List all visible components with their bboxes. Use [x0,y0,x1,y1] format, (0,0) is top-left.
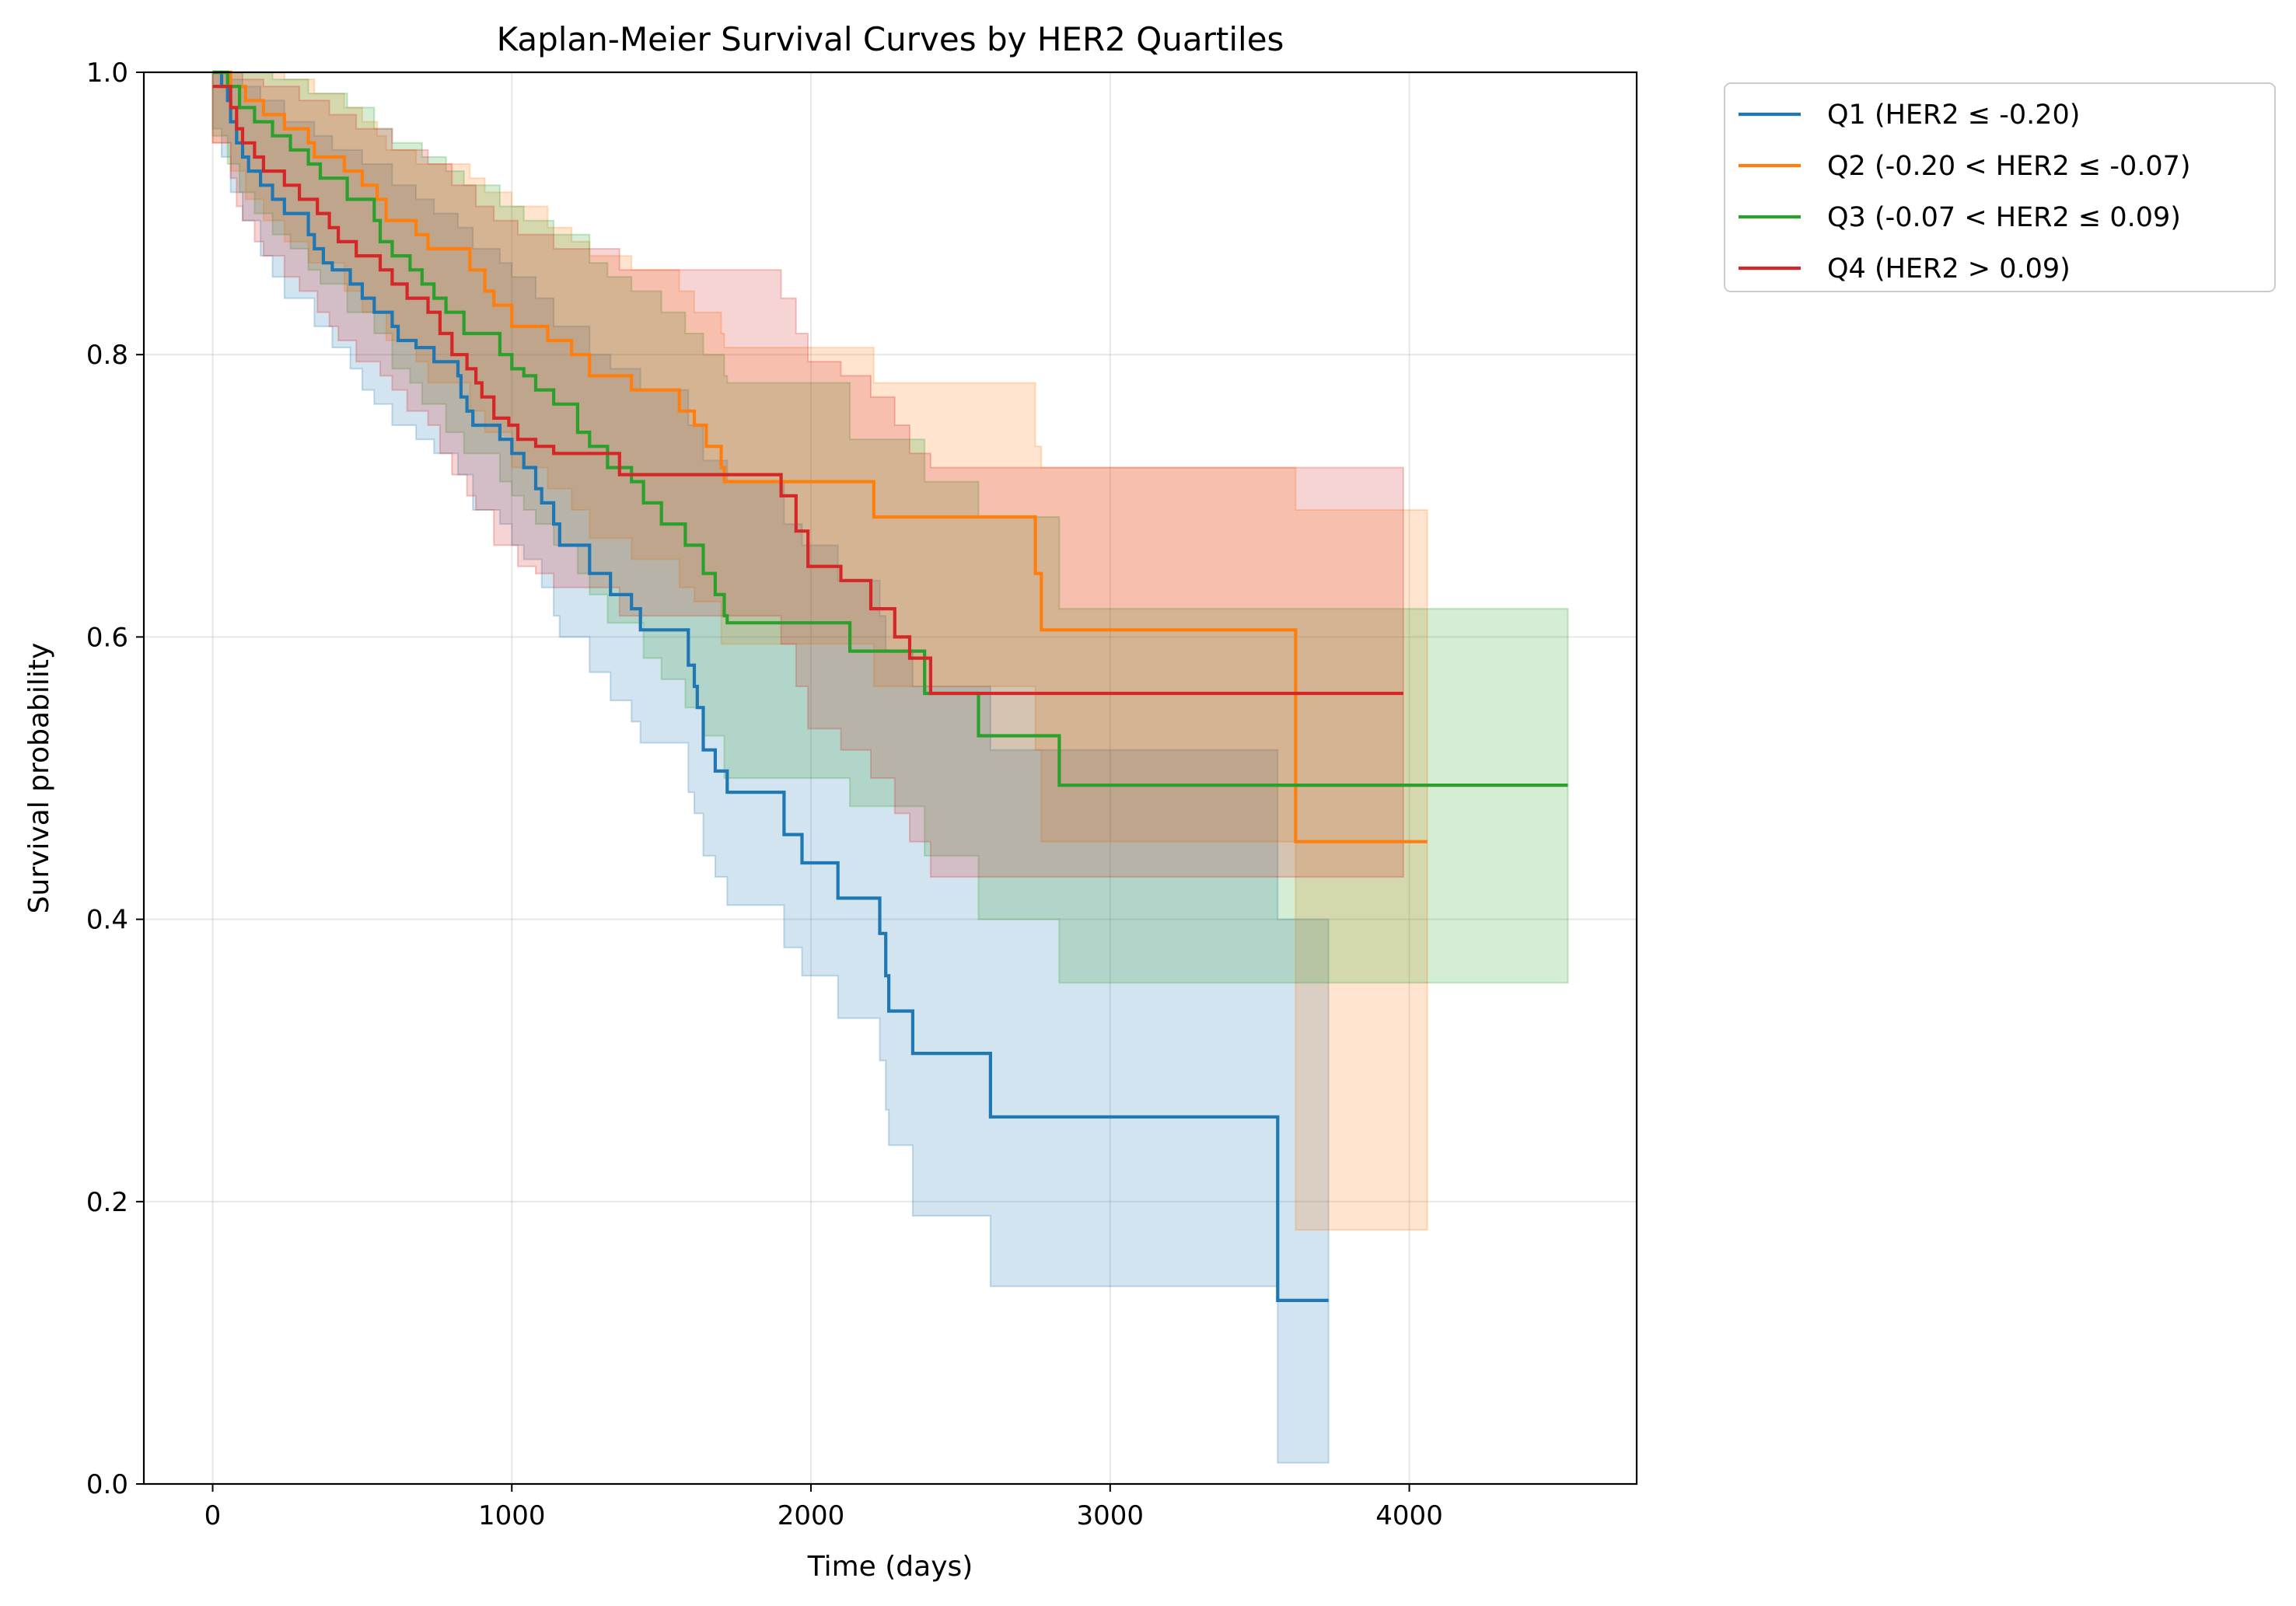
y-tick-label: 0.0 [86,1469,128,1500]
x-tick-label: 1000 [478,1500,546,1531]
x-tick-label: 3000 [1077,1500,1145,1531]
survival-curves [212,70,1568,1302]
y-tick-label: 0.4 [86,905,128,936]
legend-label-q2: Q2 (-0.20 < HER2 ≤ -0.07) [1827,151,2191,182]
y-tick-label: 1.0 [86,58,128,89]
x-tick-label: 2000 [778,1500,845,1531]
y-axis-title: Survival probability [23,643,55,914]
x-axis-ticks: 0 1000 2000 3000 4000 [204,1484,1443,1531]
legend-box [1724,82,2276,292]
ci-band-q4 [211,72,1404,878]
ci-band-q3 [211,72,1569,984]
x-axis-title: Time (days) [807,1551,973,1583]
y-tick-label: 0.2 [86,1187,128,1218]
y-tick-label: 0.6 [86,622,128,653]
confidence-bands [211,72,1569,1464]
survival-curve-q3 [212,70,1568,787]
chart-title: Kaplan-Meier Survival Curves by HER2 Qua… [497,20,1284,58]
y-tick-label: 0.8 [86,340,128,371]
ci-band-q1 [211,72,1330,1464]
survival-curve-q2 [212,70,1428,843]
plot-frame [142,71,1638,1486]
legend-label-q4: Q4 (HER2 > 0.09) [1827,253,2071,285]
legend-label-q3: Q3 (-0.07 < HER2 ≤ 0.09) [1827,202,2181,233]
x-tick-label: 4000 [1375,1500,1443,1531]
legend-label-q1: Q1 (HER2 ≤ -0.20) [1827,100,2080,131]
legend: Q1 (HER2 ≤ -0.20) Q2 (-0.20 < HER2 ≤ -0.0… [1724,82,2276,292]
survival-curve-q4 [212,85,1403,696]
y-axis-ticks: 0.0 0.2 0.4 0.6 0.8 1.0 [86,58,144,1500]
survival-curve-q1 [212,70,1329,1302]
x-tick-label: 0 [204,1500,222,1531]
